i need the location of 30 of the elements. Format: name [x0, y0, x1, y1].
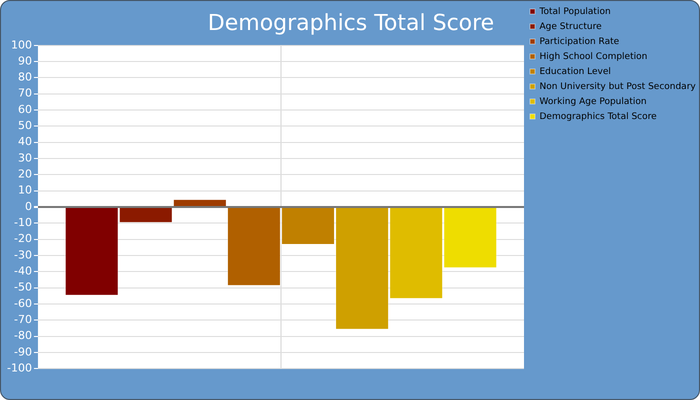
y-tick-label: -40	[14, 264, 32, 278]
y-tick-label: 20	[18, 168, 32, 181]
legend-label: Total Population	[538, 6, 611, 17]
legend-label: Working Age Population	[540, 96, 647, 107]
y-tick-label: 0	[24, 200, 32, 213]
y-tick-label: -30	[14, 248, 32, 262]
y-tick-label: 60	[18, 102, 32, 116]
y-tick-label: 50	[18, 119, 32, 132]
y-tick-label: 100	[10, 38, 32, 52]
legend-label: Education Level	[540, 66, 611, 77]
y-tick-label: 80	[18, 70, 32, 84]
y-tick-label: -80	[14, 329, 32, 342]
y-tick-label: 40	[18, 135, 32, 148]
y-tick-label: 10	[18, 184, 32, 197]
legend-label: High School Completion	[540, 52, 648, 62]
legend-label: Demographics Total Score	[540, 112, 658, 122]
y-tick-label: 30	[18, 151, 32, 164]
chart-title: Demographics Total Score	[208, 10, 494, 36]
y-tick-label: -100	[6, 361, 32, 374]
legend-label: Non University but Post Secondary	[540, 82, 696, 92]
y-tick-label: -90	[14, 345, 32, 358]
y-tick-label: -50	[14, 280, 32, 294]
y-tick-label: -20	[14, 232, 32, 246]
legend-label: Participation Rate	[540, 36, 620, 47]
y-tick-label: -60	[14, 296, 32, 310]
y-tick-label: 90	[18, 54, 32, 68]
legend-label: Age Structure	[540, 22, 602, 32]
y-tick-label: -70	[14, 312, 32, 326]
y-tick-label: 70	[18, 86, 32, 100]
y-tick-label: -10	[14, 216, 32, 230]
